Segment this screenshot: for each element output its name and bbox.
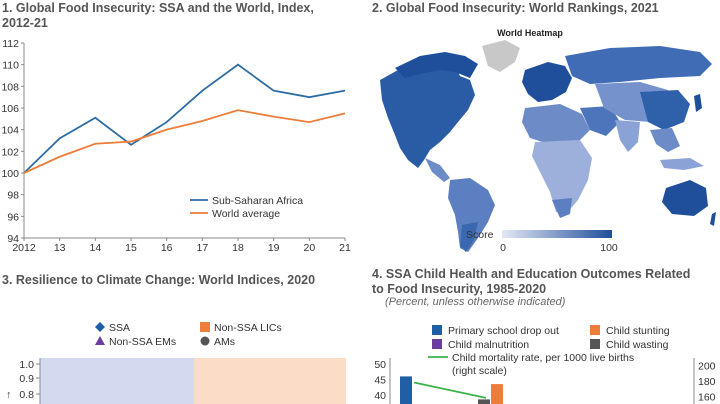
p4-left-tick-label: 40 bbox=[374, 390, 386, 402]
p1-x-tick-label: 14 bbox=[89, 242, 101, 254]
map-russia bbox=[565, 46, 712, 84]
p1-x-tick-label: 13 bbox=[54, 242, 66, 254]
p4-left-tick-label: 45 bbox=[374, 374, 386, 386]
p4-legend-swatch bbox=[590, 325, 600, 335]
panel3-scatter: SSA Non-SSA LICs Non-SSA EMs AMs 1.0 0.9 0.8 ↑ bbox=[6, 322, 346, 404]
panel4-subtitle: (Percent, unless otherwise indicated) bbox=[385, 296, 566, 308]
p3-legend-label: Non-SSA LICs bbox=[214, 322, 282, 334]
p1-x-tick-label: 2012 bbox=[12, 242, 36, 254]
panel4-title: 4. SSA Child Health and Education Outcom… bbox=[372, 267, 717, 297]
p3-legend-triangle-marker bbox=[95, 336, 105, 345]
p4-mortality-line bbox=[413, 381, 487, 399]
p4-bar bbox=[400, 376, 412, 404]
map-australia bbox=[662, 180, 708, 216]
p3-band-lics bbox=[194, 358, 346, 404]
p4-legend-label: Child malnutrition bbox=[448, 339, 529, 351]
p1-x-tick-label: 20 bbox=[303, 242, 315, 254]
map-south-america bbox=[448, 178, 495, 252]
p1-y-tick-label: 98 bbox=[7, 190, 19, 202]
p1-y-tick-label: 100 bbox=[1, 168, 19, 180]
panel1-line-chart: 94 96 98 100 102 104 106 108 110 112 2012 13 14 15 16 1… bbox=[1, 38, 351, 254]
p4-right-tick-label: 180 bbox=[698, 376, 716, 388]
up-arrow-icon: ↑ bbox=[6, 389, 11, 401]
p4-right-tick-label: 200 bbox=[698, 361, 716, 373]
p1-y-tick-label: 108 bbox=[1, 81, 19, 93]
map-se-asia bbox=[650, 128, 680, 152]
map-greenland bbox=[482, 40, 520, 72]
panel4-bar-chart: Primary school drop out Child stunting Chi… bbox=[374, 325, 716, 404]
map-india bbox=[615, 120, 640, 152]
panel1-title-line2: 2012-21 bbox=[2, 16, 48, 30]
p1-series-line bbox=[23, 109, 346, 174]
map-south-america-south bbox=[460, 222, 478, 252]
colorbar-min: 0 bbox=[500, 242, 506, 254]
p1-x-tick-label: 21 bbox=[339, 242, 351, 254]
p3-y-tick-label: 0.8 bbox=[19, 389, 34, 401]
panel1-title-line1: 1. Global Food Insecurity: SSA and the W… bbox=[2, 1, 314, 15]
map-africa-sub bbox=[532, 140, 592, 214]
p4-legend-swatch bbox=[432, 339, 442, 349]
p4-legend-label: Primary school drop out bbox=[448, 325, 559, 337]
p3-y-tick-label: 1.0 bbox=[19, 359, 34, 371]
p3-legend-label: AMs bbox=[214, 336, 235, 348]
p3-legend-label: Non-SSA EMs bbox=[109, 336, 176, 348]
panel2-world-heatmap: World Heatmap bbox=[380, 28, 716, 254]
p4-legend-label: Child mortality rate, per 1000 live birt… bbox=[452, 352, 634, 364]
p3-legend-label: SSA bbox=[109, 322, 130, 334]
p1-legend-label: World average bbox=[212, 208, 280, 220]
map-new-zealand bbox=[710, 212, 716, 226]
panel4-title-line1: 4. SSA Child Health and Education Outcom… bbox=[372, 267, 691, 281]
p3-legend-diamond-marker bbox=[95, 322, 105, 332]
p4-legend-swatch bbox=[590, 339, 600, 349]
map-africa-north bbox=[522, 104, 590, 145]
p1-y-tick-label: 110 bbox=[2, 60, 19, 72]
map-japan bbox=[694, 94, 702, 112]
map-middle-east bbox=[580, 106, 620, 136]
panel2-title: 2. Global Food Insecurity: World Ranking… bbox=[372, 1, 659, 15]
map-china bbox=[640, 90, 690, 130]
p1-legend-label: Sub-Saharan Africa bbox=[212, 195, 303, 207]
p1-y-tick-label: 106 bbox=[1, 103, 19, 115]
p4-right-tick-label: 160 bbox=[698, 391, 716, 403]
map-canada bbox=[395, 52, 478, 78]
p1-x-tick-label: 16 bbox=[161, 242, 173, 254]
p1-x-tick-label: 19 bbox=[268, 242, 280, 254]
map-north-america bbox=[380, 62, 475, 168]
panel4-title-line2: to Food Insecurity, 1985-2020 bbox=[372, 282, 547, 296]
p1-y-tick-label: 96 bbox=[7, 211, 19, 223]
p4-legend-swatch bbox=[432, 325, 442, 335]
p3-legend-circle-marker bbox=[200, 336, 210, 346]
map-indonesia bbox=[660, 158, 704, 170]
p4-bar bbox=[491, 384, 503, 404]
panel1-title: 1. Global Food Insecurity: SSA and the W… bbox=[2, 1, 357, 31]
map-landmasses bbox=[380, 40, 716, 252]
colorbar-max: 100 bbox=[600, 242, 618, 254]
p4-bar bbox=[478, 399, 490, 404]
colorbar-label: Score bbox=[466, 229, 494, 241]
p4-left-tick-label: 50 bbox=[374, 359, 386, 371]
p1-x-tick-label: 18 bbox=[232, 242, 244, 254]
map-africa-south bbox=[552, 198, 572, 218]
panel3-title: 3. Resilience to Climate Change: World I… bbox=[2, 273, 316, 287]
p4-legend-label: Child wasting bbox=[606, 339, 669, 351]
p1-x-tick-label: 15 bbox=[125, 242, 137, 254]
p4-legend-label-line2: (right scale) bbox=[452, 365, 507, 377]
map-central-america bbox=[425, 158, 450, 182]
p1-y-tick-label: 102 bbox=[1, 146, 19, 158]
p3-y-tick-label: 0.9 bbox=[19, 373, 34, 385]
map-title: World Heatmap bbox=[497, 28, 563, 38]
colorbar bbox=[502, 230, 612, 238]
p3-band-ssa bbox=[40, 358, 194, 404]
p1-y-tick-label: 104 bbox=[1, 125, 19, 137]
p1-y-tick-label: 112 bbox=[2, 38, 19, 50]
p1-x-tick-label: 17 bbox=[196, 242, 208, 254]
p4-legend-label: Child stunting bbox=[606, 325, 670, 337]
map-europe bbox=[522, 62, 572, 102]
p1-series-line bbox=[23, 63, 346, 174]
p1-y-tick-label: 94 bbox=[7, 233, 19, 245]
p3-legend-square-marker bbox=[200, 322, 210, 332]
